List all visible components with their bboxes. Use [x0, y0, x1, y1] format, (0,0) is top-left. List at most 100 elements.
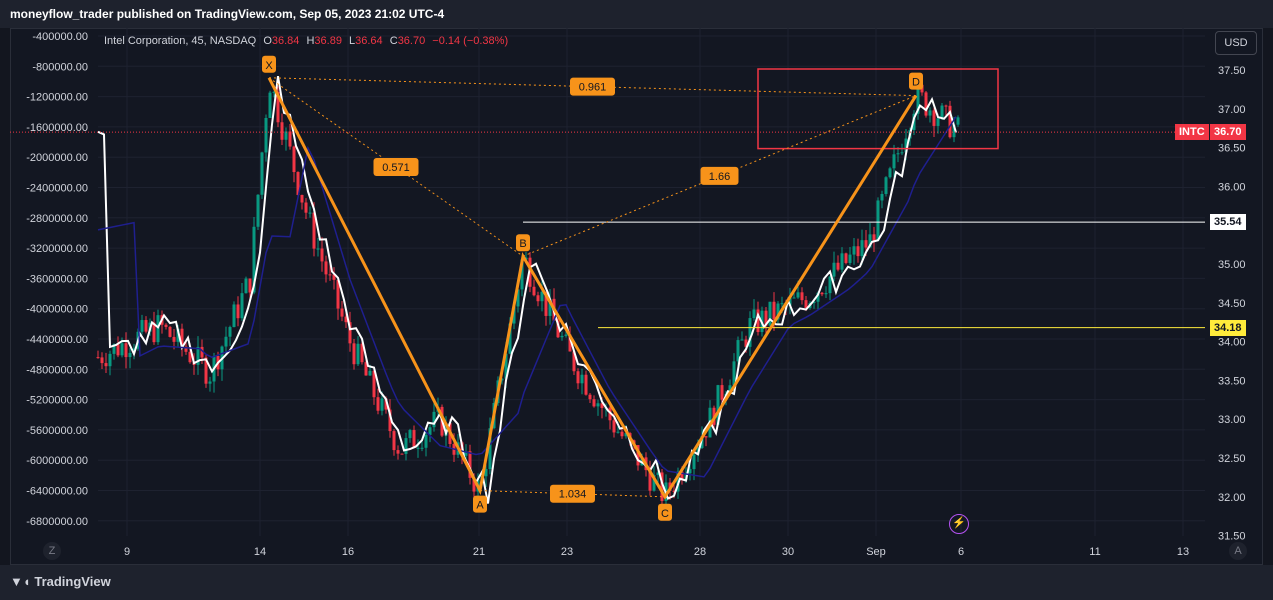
candle-body: [324, 261, 328, 275]
candle-body: [428, 427, 432, 435]
candle-body: [936, 118, 940, 126]
left-axis-label: -2400000.00: [26, 183, 88, 195]
candle-body: [108, 353, 112, 367]
horizontal-levels: [10, 68, 1205, 329]
left-axis-label: -2000000.00: [26, 152, 88, 164]
ratio-label: 0.961: [579, 82, 607, 94]
candle-body: [728, 385, 732, 394]
left-axis-label: -5200000.00: [26, 395, 88, 407]
candle-body: [692, 454, 696, 470]
left-axis-label: -3600000.00: [26, 273, 88, 285]
candle-body: [736, 340, 740, 362]
candle-body: [336, 279, 340, 309]
candle-body: [660, 472, 664, 501]
currency-button[interactable]: USD: [1215, 31, 1257, 55]
candle-body: [856, 246, 860, 257]
candle-body: [252, 226, 256, 293]
left-axis-label: -6800000.00: [26, 516, 88, 528]
left-axis-label: -4800000.00: [26, 364, 88, 376]
candle-body: [196, 346, 200, 365]
candle-body: [900, 152, 904, 154]
candle-body: [164, 324, 168, 327]
candle-body: [404, 438, 408, 454]
candle-body: [268, 92, 272, 118]
legend-high: 36.89: [314, 35, 342, 47]
candle-body: [752, 309, 756, 319]
candle-body: [916, 84, 920, 114]
candle-body: [888, 168, 892, 178]
candle-body: [596, 403, 600, 407]
intc-symbol-tag: INTC: [1175, 124, 1209, 140]
candle-body: [744, 339, 748, 347]
harmonic-pattern: X A B C D 0.571 1.034 1.66 0.961: [262, 55, 923, 521]
candle-body: [112, 344, 116, 354]
auto-scale-button[interactable]: A: [1229, 542, 1247, 560]
white-moving-average-line: [97, 75, 957, 504]
candle-body: [116, 344, 120, 356]
pattern-point-label: D: [912, 77, 920, 89]
legend-low: 36.64: [355, 35, 383, 47]
ratio-badge: [373, 158, 419, 176]
candle-body: [716, 385, 720, 425]
candle-body: [932, 110, 936, 126]
candle-body: [180, 328, 184, 347]
candle-body: [284, 131, 288, 140]
zoom-reset-button[interactable]: Z: [43, 542, 61, 560]
candle-body: [548, 298, 552, 316]
candle-body: [328, 274, 332, 276]
chart-frame: [10, 28, 1263, 565]
candle-body: [892, 154, 896, 169]
candle-body: [412, 430, 416, 448]
candle-body: [348, 322, 352, 344]
right-axis-label: 37.50: [1218, 65, 1246, 77]
moving-averages: [97, 75, 957, 504]
candle-body: [128, 352, 132, 358]
candle-body: [204, 357, 208, 384]
candle-body: [616, 431, 620, 433]
time-axis-label: 6: [958, 546, 964, 558]
candle-body: [560, 335, 564, 338]
candle-body: [836, 262, 840, 270]
candle-body: [312, 212, 316, 249]
chart-canvas[interactable]: -400000.00 -800000.00 -1200000.00 -1600000.…: [10, 28, 1263, 565]
candle-body: [364, 362, 368, 376]
candle-body: [636, 445, 640, 466]
candle-body: [940, 105, 944, 119]
time-axis-label: 9: [124, 546, 130, 558]
candle-body: [788, 297, 792, 306]
left-axis-label: -6000000.00: [26, 455, 88, 467]
candle-body: [600, 403, 604, 409]
candle-body: [300, 194, 304, 203]
pattern-point-badge: [658, 503, 672, 521]
candle-body: [824, 293, 828, 295]
candle-body: [320, 248, 324, 262]
lightning-icon[interactable]: ⚡: [949, 514, 969, 534]
candle-body: [540, 291, 544, 302]
candle-body: [256, 194, 260, 227]
tradingview-logo[interactable]: ▼◖ TradingView: [10, 574, 111, 589]
candle-body: [420, 447, 424, 449]
right-axis-label: 33.50: [1218, 375, 1246, 387]
pattern-point-label: C: [661, 508, 669, 520]
candle-body: [232, 304, 236, 328]
time-axis: 9 14 16 21 23 28 30 Sep 6 11 13: [124, 546, 1189, 558]
left-axis-label: -6400000.00: [26, 486, 88, 498]
candle-body: [340, 308, 344, 317]
candle-body: [812, 301, 816, 304]
candle-body: [332, 274, 336, 280]
time-axis-label: 30: [782, 546, 794, 558]
time-axis-label: 11: [1089, 546, 1100, 558]
candle-body: [140, 320, 144, 332]
candle-body: [572, 351, 576, 372]
candle-body: [820, 292, 824, 295]
candle-body: [844, 253, 848, 263]
legend-open: 36.84: [271, 35, 300, 47]
candle-body: [656, 472, 660, 476]
candle-body: [464, 451, 468, 456]
candles: [96, 78, 960, 512]
candle-body: [720, 385, 724, 400]
candle-body: [868, 234, 872, 248]
legend-symbol: Intel Corporation, 45, NASDAQ: [104, 35, 257, 47]
candle-body: [248, 278, 252, 293]
pattern-ratio-line: [479, 490, 666, 498]
